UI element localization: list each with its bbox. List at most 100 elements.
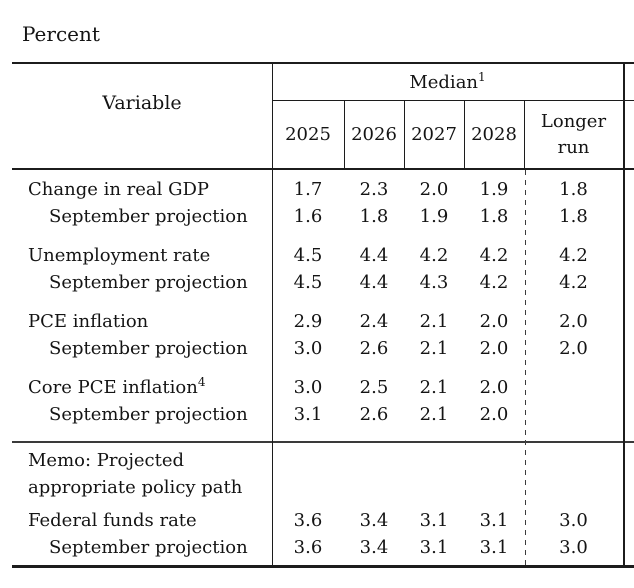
cell-value: 4.2 xyxy=(419,245,449,266)
table-bottom-rule xyxy=(12,565,634,568)
row-label: September projection xyxy=(49,537,248,558)
cell-value-longer-run: 1.8 xyxy=(559,206,588,227)
median-footnote-sup: 1 xyxy=(478,69,486,84)
cell-value: 1.6 xyxy=(293,206,323,227)
table-row-core-pce: Core PCE inflation4 3.0 2.5 2.1 2.0 xyxy=(12,374,623,401)
cell-value: 2.1 xyxy=(419,404,449,425)
cell-value: 1.9 xyxy=(419,206,449,227)
row-label: PCE inflation xyxy=(28,311,149,332)
cell-value: 3.1 xyxy=(479,537,509,558)
cell-value-longer-run: 1.8 xyxy=(559,179,588,200)
row-label: September projection xyxy=(49,272,248,293)
table-row-gdp-september: September projection 1.6 1.8 1.9 1.8 1.8 xyxy=(12,203,623,230)
cell-value-longer-run: 3.0 xyxy=(559,537,588,558)
col-header-2028: 2028 xyxy=(471,124,517,145)
unit-label: Percent xyxy=(22,22,100,46)
memo-label-line-1: Memo: Projected xyxy=(28,450,185,471)
row-label: Unemployment rate xyxy=(28,245,211,266)
table-row-unemployment-september: September projection 4.5 4.4 4.3 4.2 4.2 xyxy=(12,269,623,296)
variable-column-header: Variable xyxy=(102,92,182,114)
median-header-text: Median1 xyxy=(409,69,486,93)
cell-value: 2.3 xyxy=(359,179,389,200)
cell-value: 3.4 xyxy=(359,510,389,531)
cell-value: 2.0 xyxy=(419,179,449,200)
cell-value-longer-run: 4.2 xyxy=(559,272,588,293)
row-label: September projection xyxy=(49,404,248,425)
cell-value-longer-run: 2.0 xyxy=(559,311,588,332)
col-header-2026: 2026 xyxy=(351,124,397,145)
memo-label-line-2: appropriate policy path xyxy=(28,477,243,498)
cell-value: 2.1 xyxy=(419,377,449,398)
table-row-gdp: Change in real GDP 1.7 2.3 2.0 1.9 1.8 xyxy=(12,176,623,203)
memo-section: Memo: Projected appropriate policy path … xyxy=(12,442,623,561)
longer-run-dashed-divider xyxy=(525,170,526,565)
cell-value: 3.1 xyxy=(479,510,509,531)
cell-value: 4.5 xyxy=(293,272,323,293)
row-label: Core PCE inflation4 xyxy=(28,375,206,398)
cell-value: 4.5 xyxy=(293,245,323,266)
year-divider-2025-2026 xyxy=(344,100,345,169)
year-header-row: 2025 2026 2027 2028 Longer run xyxy=(272,101,623,168)
table-row-core-pce-september: September projection 3.1 2.6 2.1 2.0 xyxy=(12,401,623,428)
year-divider-2028-longerrun xyxy=(524,100,525,169)
row-label: Federal funds rate xyxy=(28,510,197,531)
year-divider-2026-2027 xyxy=(404,100,405,169)
core-pce-footnote-sup: 4 xyxy=(197,375,206,389)
cell-value: 2.1 xyxy=(419,311,449,332)
cell-value-longer-run: 4.2 xyxy=(559,245,588,266)
cell-value: 2.5 xyxy=(359,377,389,398)
cell-value: 4.2 xyxy=(479,245,509,266)
median-group-right-divider xyxy=(623,62,625,568)
cell-value: 2.0 xyxy=(479,404,509,425)
cell-value: 3.0 xyxy=(293,377,323,398)
col-header-2025: 2025 xyxy=(285,124,331,145)
cell-value: 3.0 xyxy=(293,338,323,359)
cell-value: 2.6 xyxy=(359,404,389,425)
cell-value: 2.0 xyxy=(479,338,509,359)
cell-value-longer-run: 2.0 xyxy=(559,338,588,359)
header-bottom-rule xyxy=(12,168,634,170)
row-group-gap xyxy=(12,296,623,308)
table-row-ffr-september: September projection 3.6 3.4 3.1 3.1 3.0 xyxy=(12,534,623,561)
row-label: September projection xyxy=(49,338,248,359)
cell-value: 1.9 xyxy=(479,179,509,200)
table-row-pce-september: September projection 3.0 2.6 2.1 2.0 2.0 xyxy=(12,335,623,362)
row-group-gap xyxy=(12,230,623,242)
cell-value: 4.2 xyxy=(479,272,509,293)
cell-value: 3.6 xyxy=(293,510,323,531)
cell-value-longer-run: 3.0 xyxy=(559,510,588,531)
cell-value: 2.0 xyxy=(479,311,509,332)
row-group-gap xyxy=(12,362,623,374)
cell-value: 3.1 xyxy=(293,404,323,425)
cell-value: 3.6 xyxy=(293,537,323,558)
cell-value: 2.0 xyxy=(479,377,509,398)
table-row-unemployment: Unemployment rate 4.5 4.4 4.2 4.2 4.2 xyxy=(12,242,623,269)
variable-column-divider xyxy=(272,62,273,568)
col-header-2027: 2027 xyxy=(411,124,457,145)
cell-value: 2.6 xyxy=(359,338,389,359)
year-divider-2027-2028 xyxy=(464,100,465,169)
table-row-federal-funds-rate: Federal funds rate 3.6 3.4 3.1 3.1 3.0 xyxy=(12,507,623,534)
median-underline-rule xyxy=(272,100,634,101)
cell-value: 4.4 xyxy=(359,245,389,266)
cell-value: 4.4 xyxy=(359,272,389,293)
cell-value: 1.8 xyxy=(479,206,509,227)
cell-value: 3.1 xyxy=(419,537,449,558)
projection-rows: Change in real GDP 1.7 2.3 2.0 1.9 1.8 S… xyxy=(12,170,623,428)
cell-value: 2.4 xyxy=(359,311,389,332)
cell-value: 3.4 xyxy=(359,537,389,558)
table-top-rule xyxy=(12,62,634,64)
cell-value: 3.1 xyxy=(419,510,449,531)
cell-value: 2.9 xyxy=(293,311,323,332)
row-label: Change in real GDP xyxy=(28,179,210,200)
median-group-header: Median1 xyxy=(272,64,623,100)
cell-value: 2.1 xyxy=(419,338,449,359)
cell-value: 1.8 xyxy=(359,206,389,227)
cell-value: 4.3 xyxy=(419,272,449,293)
col-header-longer-run: Longer run xyxy=(540,110,607,158)
table-row-pce-inflation: PCE inflation 2.9 2.4 2.1 2.0 2.0 xyxy=(12,308,623,335)
row-label: September projection xyxy=(49,206,248,227)
cell-value: 1.7 xyxy=(293,179,323,200)
memo-separator-rule xyxy=(12,441,634,443)
